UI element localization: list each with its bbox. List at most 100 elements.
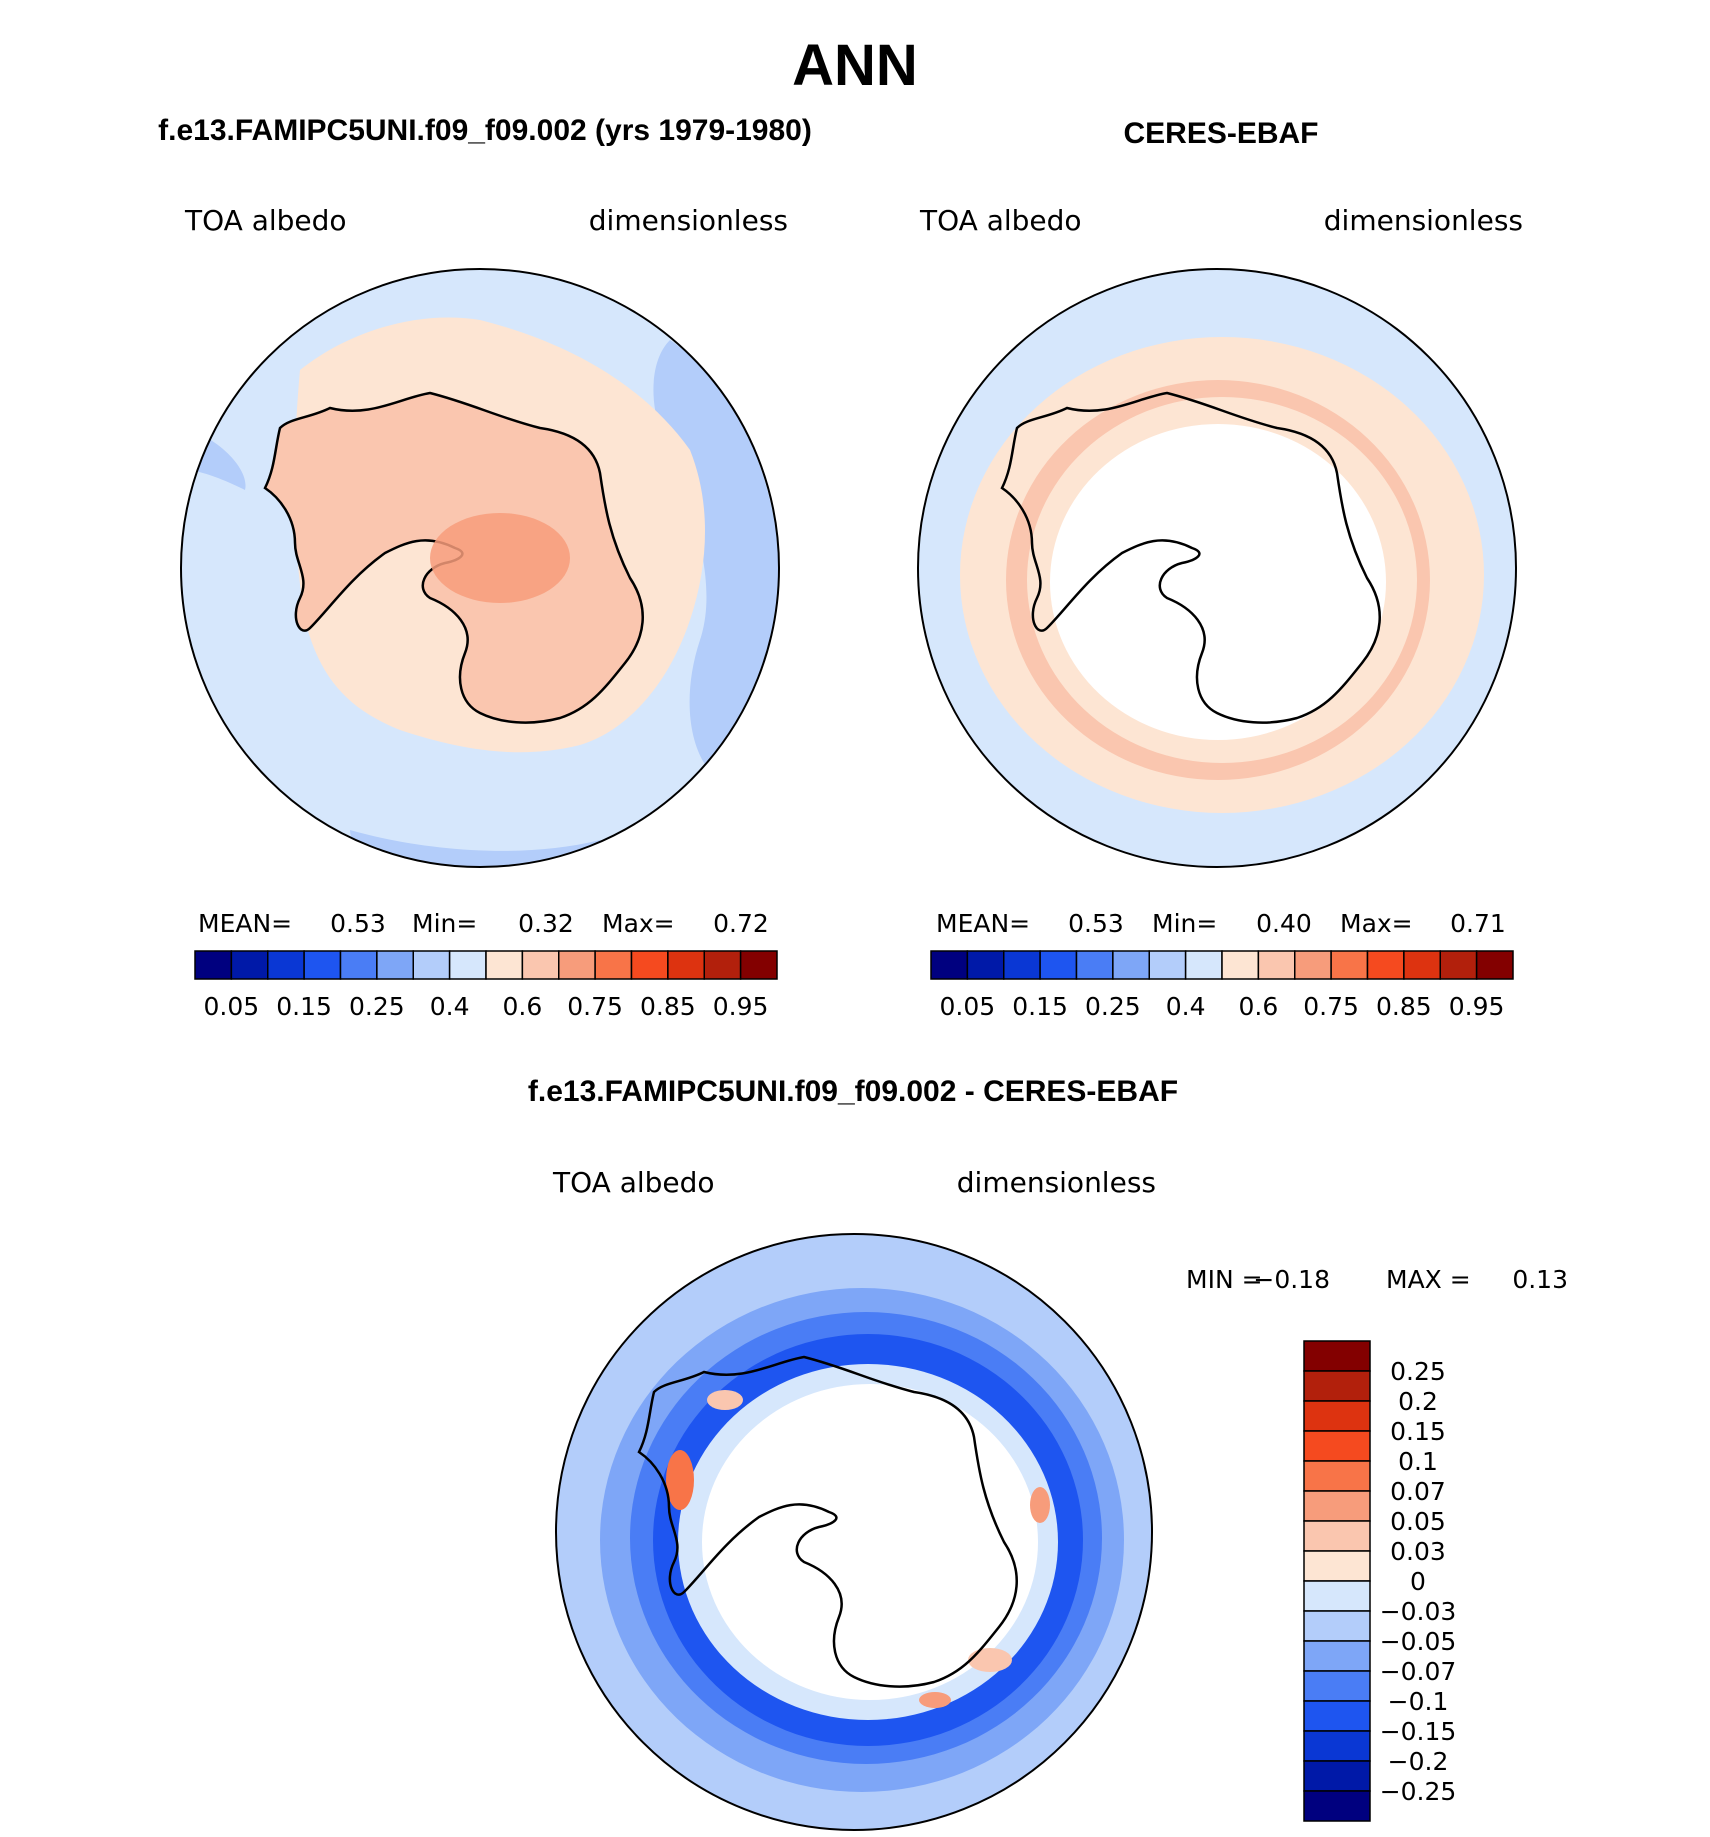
panel-model-variable: TOA albedo: [184, 204, 347, 237]
panel-diff-colorbar: [1303, 1340, 1371, 1822]
panel-diff-colorbar-tick-label: −0.03: [1380, 1597, 1457, 1626]
panel-obs-min-value: 0.40: [1256, 909, 1312, 938]
panel-diff-colorbar-swatch: [1303, 1340, 1371, 1372]
panel-model-mean-label: MEAN=: [198, 909, 292, 938]
panel-obs-colorbar-tick-label: 0.95: [1449, 992, 1505, 1021]
panel-diff-colorbar-tick-label: −0.25: [1380, 1777, 1457, 1806]
map-continent-group: [263, 391, 644, 724]
panel-obs-colorbar-swatch: [1075, 950, 1114, 980]
panel-diff-colorbar-tick-label: 0.2: [1398, 1387, 1438, 1416]
panel-obs-colorbar-tick-label: 0.25: [1085, 992, 1141, 1021]
map-positive-anomaly: [707, 1390, 743, 1410]
panel-model-min-label: Min=: [412, 909, 477, 938]
panel-diff-colorbar-swatch: [1303, 1580, 1371, 1612]
panel-diff-min-label: MIN =: [1186, 1265, 1263, 1294]
panel-model-colorbar-tick-label: 0.4: [430, 992, 470, 1021]
panel-model-map: [181, 269, 779, 867]
panel-diff-colorbar-swatch: [1303, 1790, 1371, 1822]
panel-obs-variable: TOA albedo: [919, 204, 1082, 237]
panel-model-colorbar-tick-label: 0.15: [276, 992, 332, 1021]
panel-model-colorbar-tick-label: 0.75: [567, 992, 623, 1021]
panel-obs-colorbar-swatch: [1439, 950, 1478, 980]
panel-obs: CERES-EBAF TOA albedo dimensionless MEAN…: [917, 117, 1523, 1021]
panel-diff-map-border: [555, 1233, 1153, 1831]
panel-diff-max-value: 0.13: [1512, 1265, 1568, 1294]
map-high-albedo-core: [430, 513, 570, 603]
panel-model-colorbar-swatch: [521, 950, 560, 980]
panel-diff-colorbar-tick-label: −0.2: [1388, 1747, 1449, 1776]
panel-obs-colorbar-labels: 0.05 0.15 0.25 0.4 0.6 0.75 0.85 0.95: [940, 992, 1505, 1021]
panel-model-colorbar-swatch: [412, 950, 451, 980]
map-positive-anomaly: [919, 1692, 951, 1708]
panel-obs-map: [918, 269, 1516, 867]
panel-obs-colorbar-swatch: [966, 950, 1005, 980]
panel-model-units: dimensionless: [589, 204, 788, 237]
panel-obs-colorbar-tick-label: 0.85: [1376, 992, 1432, 1021]
panel-model-colorbar-swatch: [448, 950, 487, 980]
panel-model-colorbar-swatch: [194, 950, 233, 980]
panel-obs-colorbar-swatch: [930, 950, 969, 980]
map-positive-anomaly: [666, 1450, 694, 1510]
panel-obs-colorbar-tick-label: 0.15: [1012, 992, 1068, 1021]
panel-model-map-border: [180, 268, 780, 868]
panel-diff-colorbar-swatch: [1303, 1760, 1371, 1792]
panel-model-header: f.e13.FAMIPC5UNI.f09_f09.002 (yrs 1979-1…: [158, 114, 812, 147]
panel-model-colorbar: [194, 950, 778, 980]
panel-obs-colorbar: [930, 950, 1514, 980]
panel-obs-mean-value: 0.53: [1068, 909, 1124, 938]
panel-diff-colorbar-tick-label: 0.1: [1398, 1447, 1438, 1476]
panel-model-max-value: 0.72: [713, 909, 769, 938]
panel-obs-colorbar-swatch: [1184, 950, 1223, 980]
panel-obs-colorbar-swatch: [1257, 950, 1296, 980]
panel-obs-colorbar-tick-label: 0.75: [1303, 992, 1359, 1021]
panel-diff-colorbar-tick-label: 0.03: [1390, 1537, 1446, 1566]
panel-model: f.e13.FAMIPC5UNI.f09_f09.002 (yrs 1979-1…: [158, 114, 812, 1021]
panel-model-colorbar-swatch: [558, 950, 596, 980]
panel-obs-colorbar-tick-label: 0.4: [1166, 992, 1206, 1021]
panel-obs-colorbar-tick-label: 0.6: [1238, 992, 1278, 1021]
panel-obs-max-value: 0.71: [1450, 909, 1506, 938]
panel-diff-colorbar-labels: 0.250.20.150.10.070.050.030−0.03−0.05−0.…: [1380, 1357, 1457, 1806]
panel-diff-colorbar-tick-label: 0: [1410, 1567, 1426, 1596]
panel-diff-colorbar-swatch: [1303, 1640, 1371, 1672]
panel-model-colorbar-swatch: [703, 950, 742, 980]
panel-diff-colorbar-swatch: [1303, 1550, 1371, 1582]
panel-model-colorbar-swatch: [667, 950, 705, 980]
panel-model-colorbar-swatch: [230, 950, 269, 980]
panel-diff: f.e13.FAMIPC5UNI.f09_f09.002 - CERES-EBA…: [528, 1075, 1568, 1831]
panel-diff-header: f.e13.FAMIPC5UNI.f09_f09.002 - CERES-EBA…: [528, 1075, 1178, 1108]
panel-model-colorbar-swatch: [303, 950, 342, 980]
panel-model-max-label: Max=: [602, 909, 675, 938]
panel-diff-colorbar-swatch: [1303, 1490, 1371, 1522]
panel-diff-max-label: MAX =: [1386, 1265, 1471, 1294]
panel-obs-colorbar-tick-label: 0.05: [940, 992, 996, 1021]
panel-model-colorbar-labels: 0.05 0.15 0.25 0.4 0.6 0.75 0.85 0.95: [204, 992, 769, 1021]
map-positive-anomaly: [1030, 1487, 1050, 1523]
panel-obs-colorbar-swatch: [1475, 950, 1514, 980]
figure-title: ANN: [792, 33, 918, 98]
panel-obs-colorbar-swatch: [1330, 950, 1369, 980]
panel-obs-colorbar-swatch: [1403, 950, 1441, 980]
panel-obs-colorbar-swatch: [1003, 950, 1041, 980]
panel-obs-units: dimensionless: [1324, 204, 1523, 237]
panel-model-colorbar-swatch: [339, 950, 378, 980]
panel-obs-min-label: Min=: [1152, 909, 1217, 938]
panel-model-colorbar-swatch: [594, 950, 633, 980]
panel-obs-colorbar-swatch: [1039, 950, 1078, 980]
panel-obs-map-border: [917, 268, 1517, 868]
map-missing-data: [702, 1384, 1038, 1700]
panel-model-colorbar-swatch: [630, 950, 669, 980]
panel-diff-colorbar-swatch: [1303, 1430, 1371, 1462]
map-positive-anomaly: [968, 1648, 1012, 1672]
panel-diff-min-value: −0.18: [1253, 1265, 1330, 1294]
panel-diff-colorbar-swatch: [1303, 1730, 1371, 1762]
panel-model-colorbar-tick-label: 0.25: [349, 992, 405, 1021]
panel-obs-colorbar-swatch: [1112, 950, 1150, 980]
panel-obs-colorbar-swatch: [1294, 950, 1332, 980]
panel-obs-colorbar-swatch: [1148, 950, 1187, 980]
panel-model-colorbar-swatch: [376, 950, 414, 980]
panel-diff-colorbar-swatch: [1303, 1670, 1371, 1702]
panel-diff-colorbar-tick-label: 0.07: [1390, 1477, 1446, 1506]
panel-diff-variable: TOA albedo: [552, 1166, 715, 1199]
panel-diff-colorbar-swatch: [1303, 1520, 1371, 1552]
